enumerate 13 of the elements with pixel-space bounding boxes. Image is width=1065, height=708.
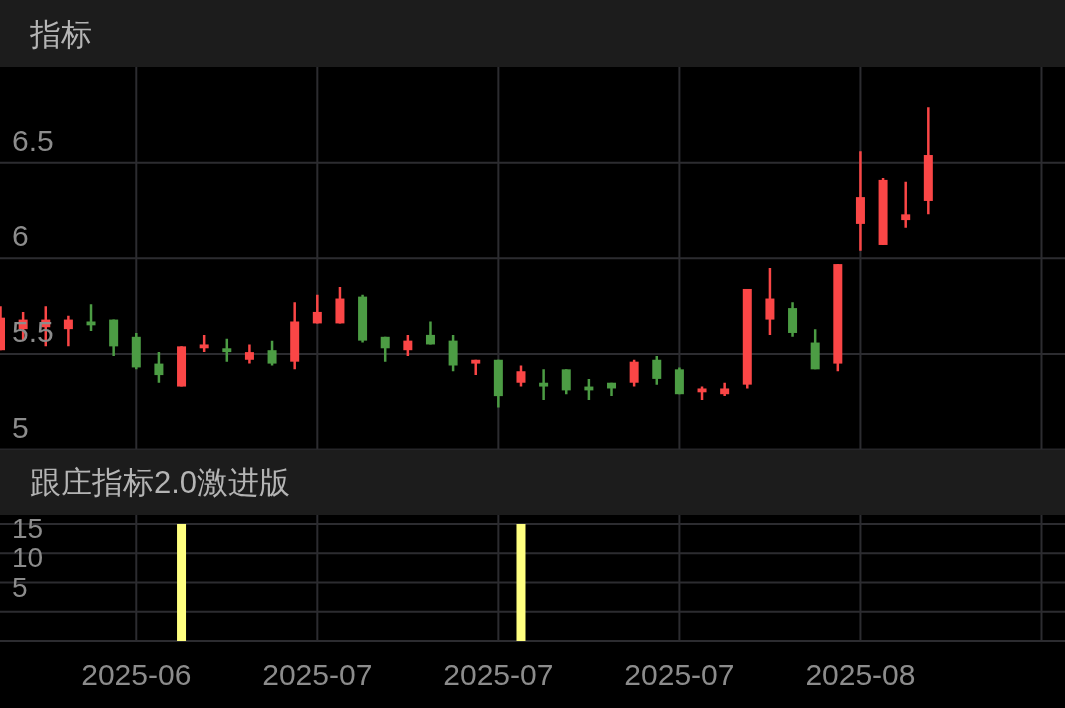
x-tick-label: 2025-07 (624, 658, 735, 691)
y-tick-label: 15 (12, 513, 44, 544)
x-tick-label: 2025-07 (443, 658, 554, 691)
x-tick-label: 2025-07 (262, 658, 373, 691)
y-tick-label: 5 (12, 571, 28, 603)
chart-title: 指标 (29, 16, 92, 52)
x-tick-label: 2025-06 (81, 658, 192, 691)
y-tick-label: 6.5 (12, 123, 54, 157)
y-tick-label: 10 (12, 542, 44, 574)
y-tick-label: 5 (12, 410, 29, 444)
x-tick-label: 2025-08 (805, 658, 916, 691)
y-tick-label: 6 (12, 219, 29, 253)
chart-title: 跟庄指标2.0激进版 (30, 465, 291, 501)
